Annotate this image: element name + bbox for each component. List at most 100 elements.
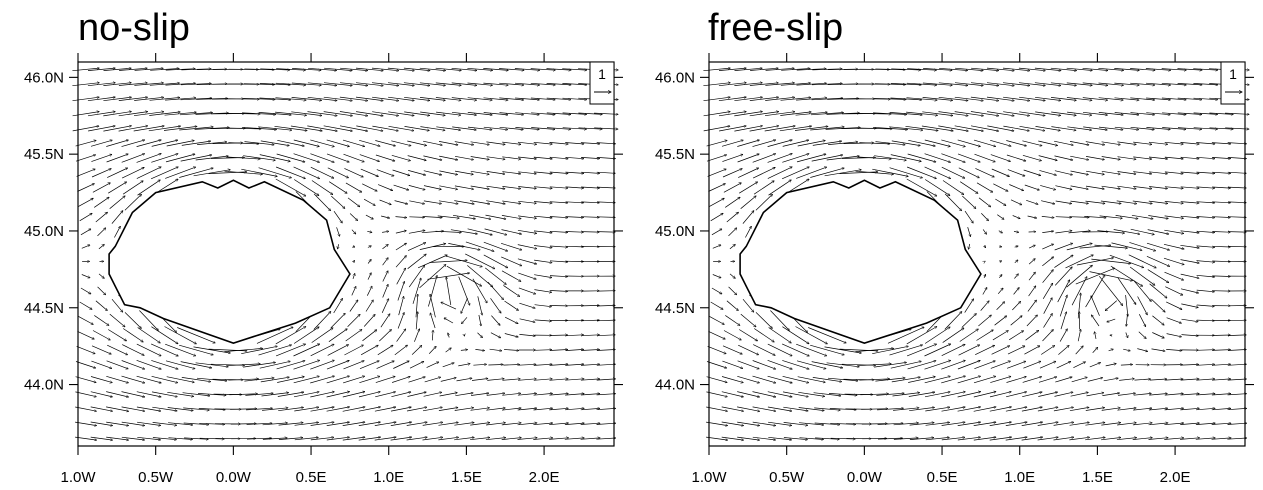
vector-arrow (1069, 422, 1090, 426)
vector-arrow (1148, 141, 1168, 144)
vector-arrow (163, 126, 197, 131)
vector-arrow (486, 156, 506, 160)
vector-arrow (941, 153, 965, 163)
vector-arrow (938, 125, 968, 131)
vector-arrow (839, 348, 879, 351)
vector-arrow (1098, 97, 1124, 100)
vector-arrow (139, 310, 158, 331)
vector-arrow (942, 180, 964, 195)
vector-arrow (1146, 97, 1170, 100)
vector-arrow (313, 193, 331, 211)
vector-arrow (1000, 261, 1002, 262)
vector-arrow (768, 436, 791, 440)
vector-arrow (461, 297, 468, 314)
vector-arrow (1057, 280, 1070, 303)
vector-arrow (376, 361, 395, 369)
vector-arrow (1211, 394, 1231, 396)
vector-arrow (581, 335, 599, 336)
vector-arrow (924, 392, 950, 398)
vector-arrow (711, 287, 722, 294)
vector-arrow (179, 168, 213, 178)
vector-arrow (121, 421, 145, 426)
vector-arrow (752, 406, 776, 411)
vector-arrow (485, 438, 506, 441)
vector-arrow (293, 344, 320, 357)
vector-arrow (1196, 289, 1215, 292)
vector-arrow (1180, 201, 1199, 204)
vector-arrow (565, 156, 584, 158)
vector-arrow (755, 312, 772, 328)
vector-arrow (596, 305, 615, 306)
vector-arrow (581, 202, 599, 203)
vector-arrow (533, 423, 552, 426)
vector-arrow (1059, 295, 1067, 317)
vector-arrow (330, 313, 345, 328)
vector-arrow (406, 407, 427, 412)
vector-arrow (859, 142, 889, 144)
vector-arrow (514, 68, 540, 71)
vector-arrow (1066, 265, 1093, 288)
vector-arrow (1024, 346, 1040, 355)
vector-arrow (379, 199, 392, 205)
vector-arrow (808, 327, 846, 343)
vector-arrow (519, 334, 535, 336)
vector-arrow (976, 330, 994, 341)
vector-arrow (534, 289, 551, 293)
vector-arrow (244, 69, 274, 70)
vector-arrow (75, 421, 97, 426)
vector-arrow (1164, 423, 1183, 426)
vector-arrow (562, 112, 587, 115)
vector-arrow (1138, 314, 1145, 327)
vector-arrow (1006, 154, 1026, 161)
vector-arrow (734, 112, 762, 117)
vector-arrow (326, 361, 349, 370)
vector-arrow (394, 345, 408, 356)
vector-arrow (440, 378, 456, 382)
vector-arrow (860, 394, 888, 395)
y-tick-label: 44.5N (24, 300, 64, 317)
vector-arrow (87, 112, 115, 117)
vector-arrow (873, 112, 907, 115)
vector-arrow (1132, 438, 1153, 440)
vector-arrow (1180, 408, 1199, 411)
vector-arrow (331, 195, 345, 208)
vector-arrow (549, 202, 568, 203)
vector-arrow (1028, 272, 1035, 281)
vector-arrow (1073, 362, 1085, 369)
reference-vector-frame (589, 61, 615, 105)
vector-arrow (291, 111, 322, 116)
vector-arrow (379, 329, 391, 342)
vector-arrow (941, 437, 965, 441)
reference-vector-box: 1 (589, 61, 615, 105)
vector-arrow (534, 364, 552, 365)
vector-arrow (454, 200, 474, 204)
vector-arrow (707, 169, 727, 177)
vector-arrow (1146, 127, 1170, 129)
vector-arrow (1014, 274, 1018, 279)
vector-arrow (483, 241, 508, 251)
vector-arrow (149, 98, 180, 101)
x-tick-label: 0.5W (138, 469, 174, 486)
vector-arrow (1180, 156, 1200, 159)
vector-arrow (1028, 259, 1035, 265)
vector-arrow (1146, 255, 1170, 266)
vector-arrow (1196, 320, 1215, 321)
vector-arrow (1079, 312, 1080, 330)
vector-arrow (1042, 283, 1053, 299)
vector-arrow (1181, 334, 1199, 336)
vector-arrow (941, 422, 966, 426)
vector-arrow (359, 376, 380, 384)
x-tick-label: 2.0E (529, 469, 560, 486)
vector-arrow (1212, 172, 1231, 173)
vector-arrow (1130, 82, 1155, 85)
vector-arrow (1193, 97, 1218, 100)
vector-arrow (151, 140, 178, 147)
vector-arrow (121, 375, 145, 383)
vector-arrow (1130, 97, 1154, 100)
obstacle-outline (108, 179, 351, 344)
vector-arrow (1111, 242, 1143, 250)
vector-arrow (596, 202, 615, 203)
vector-arrow (975, 168, 994, 177)
vector-arrow (722, 345, 742, 354)
vector-arrow (794, 126, 828, 131)
